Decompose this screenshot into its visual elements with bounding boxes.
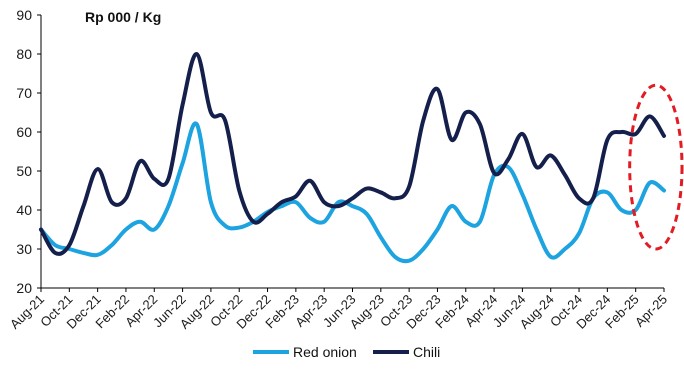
- y-tick-label: 30: [16, 241, 32, 257]
- y-tick-label: 70: [16, 85, 32, 101]
- chili-legend-label: Chili: [413, 344, 440, 360]
- legend: Red onion Chili: [253, 344, 440, 360]
- red-onion-legend-label: Red onion: [293, 344, 357, 360]
- y-tick-label: 50: [16, 163, 32, 179]
- y-tick-label: 90: [16, 7, 32, 23]
- red-onion-series-line: [39, 121, 666, 264]
- chili-series-line: [39, 51, 666, 256]
- y-tick-label: 40: [16, 202, 32, 218]
- x-axis-ticks: Aug-21Oct-21Dec-21Feb-22Apr-22Jun-22Aug-…: [7, 288, 670, 332]
- highlight-ellipse: [628, 83, 684, 251]
- unit-label: Rp 000 / Kg: [85, 9, 161, 25]
- series-layer: [39, 51, 666, 264]
- y-tick-label: 20: [16, 280, 32, 296]
- x-tick-label: Apr-25: [632, 292, 670, 330]
- annotation-layer: [628, 83, 684, 251]
- y-tick-label: 60: [16, 124, 32, 140]
- y-tick-label: 80: [16, 46, 32, 62]
- x-tick-label: Aug-21: [7, 292, 47, 332]
- y-axis-ticks: 20 30 40 50 60 70 80 90: [16, 7, 41, 296]
